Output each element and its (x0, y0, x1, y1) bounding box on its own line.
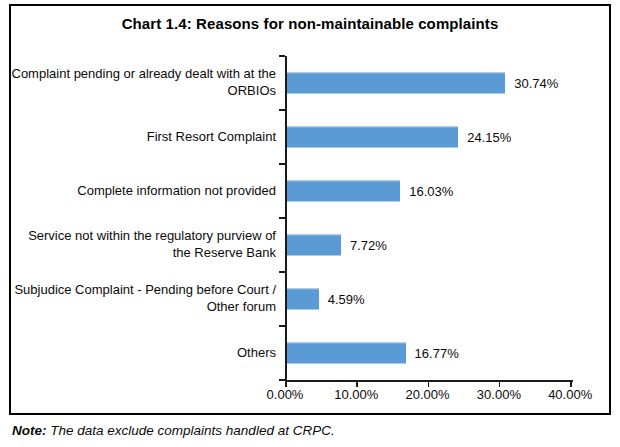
note-text: Note: The data exclude complaints handle… (12, 423, 335, 438)
bar (286, 289, 319, 310)
bar-zone: 24.15% (285, 110, 609, 164)
chart-title: Chart 1.4: Reasons for non-maintainable … (11, 15, 609, 32)
category-label: Others (11, 326, 285, 380)
bar-zone: 7.72% (285, 218, 609, 272)
y-axis-tick (279, 325, 285, 327)
value-label: 7.72% (350, 238, 387, 253)
x-axis-tick (285, 380, 287, 387)
note-body: The data exclude complaints handled at C… (47, 423, 335, 438)
x-axis-tick (356, 380, 358, 387)
bar-zone: 4.59% (285, 272, 609, 326)
note-label: Note: (12, 423, 47, 438)
x-axis-tick (428, 380, 430, 387)
bar-zone: 30.74% (285, 56, 609, 110)
bar (286, 73, 505, 94)
category-label: Complete information not provided (11, 164, 285, 218)
bar (286, 235, 341, 256)
category-label: Complaint pending or already dealt with … (11, 56, 285, 110)
x-axis-tick (570, 380, 572, 387)
x-tick-label: 40.00% (548, 387, 592, 402)
bar-rows: Complaint pending or already dealt with … (11, 56, 609, 380)
bar (286, 127, 458, 148)
x-axis-tick (499, 380, 501, 387)
value-label: 16.77% (415, 346, 459, 361)
value-label: 4.59% (328, 292, 365, 307)
x-tick-label: 20.00% (406, 387, 450, 402)
bar-row: Others 16.77% (11, 326, 609, 380)
x-tick-label: 10.00% (334, 387, 378, 402)
bar-row: First Resort Complaint 24.15% (11, 110, 609, 164)
y-axis-tick (279, 163, 285, 165)
bar (286, 181, 400, 202)
value-label: 16.03% (409, 184, 453, 199)
chart-container: Chart 1.4: Reasons for non-maintainable … (9, 4, 611, 415)
bar-row: Subjudice Complaint - Pending before Cou… (11, 272, 609, 326)
value-label: 30.74% (514, 76, 558, 91)
category-label: First Resort Complaint (11, 110, 285, 164)
bar-row: Complete information not provided 16.03% (11, 164, 609, 218)
x-axis-labels: 0.00%10.00%20.00%30.00%40.00% (285, 387, 573, 403)
value-label: 24.15% (467, 130, 511, 145)
category-label: Subjudice Complaint - Pending before Cou… (11, 272, 285, 326)
category-label: Service not within the regulatory purvie… (11, 218, 285, 272)
y-axis-tick (279, 271, 285, 273)
y-axis-tick (279, 55, 285, 57)
bar (286, 343, 406, 364)
bar-zone: 16.03% (285, 164, 609, 218)
y-axis-tick (279, 109, 285, 111)
x-tick-label: 0.00% (267, 387, 304, 402)
y-axis-tick (279, 217, 285, 219)
x-tick-label: 30.00% (477, 387, 521, 402)
bar-zone: 16.77% (285, 326, 609, 380)
y-axis-line (285, 56, 287, 381)
bar-row: Service not within the regulatory purvie… (11, 218, 609, 272)
bar-row: Complaint pending or already dealt with … (11, 56, 609, 110)
